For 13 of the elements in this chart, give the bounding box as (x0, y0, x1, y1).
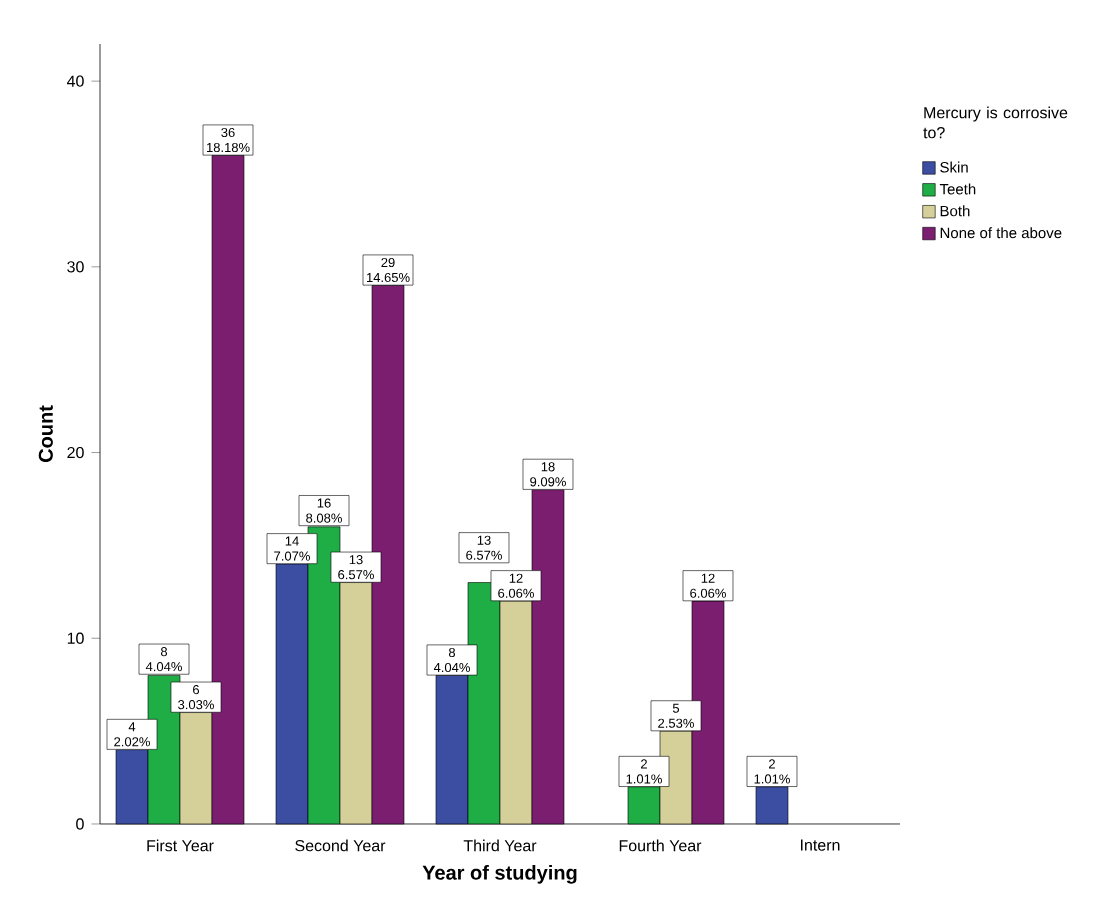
y-tick-label: 40 (66, 75, 84, 87)
x-tick-label: Second Year (295, 839, 386, 852)
y-tick-label: 0 (76, 818, 84, 830)
y-tick-label: 30 (67, 261, 84, 273)
y-tick-label: 20 (67, 446, 84, 459)
legend-title: Mercury is corrosive to? (923, 106, 1068, 139)
x-tick-label: Intern (801, 839, 840, 851)
y-tick-label: 10 (67, 632, 84, 644)
y-axis-title: Count (38, 405, 53, 463)
x-tick-label: Third Year (463, 839, 537, 852)
x-axis-title: Year of studying (422, 865, 577, 884)
x-tick-label: First Year (147, 839, 214, 852)
x-tick-label: Fourth Year (619, 839, 702, 852)
